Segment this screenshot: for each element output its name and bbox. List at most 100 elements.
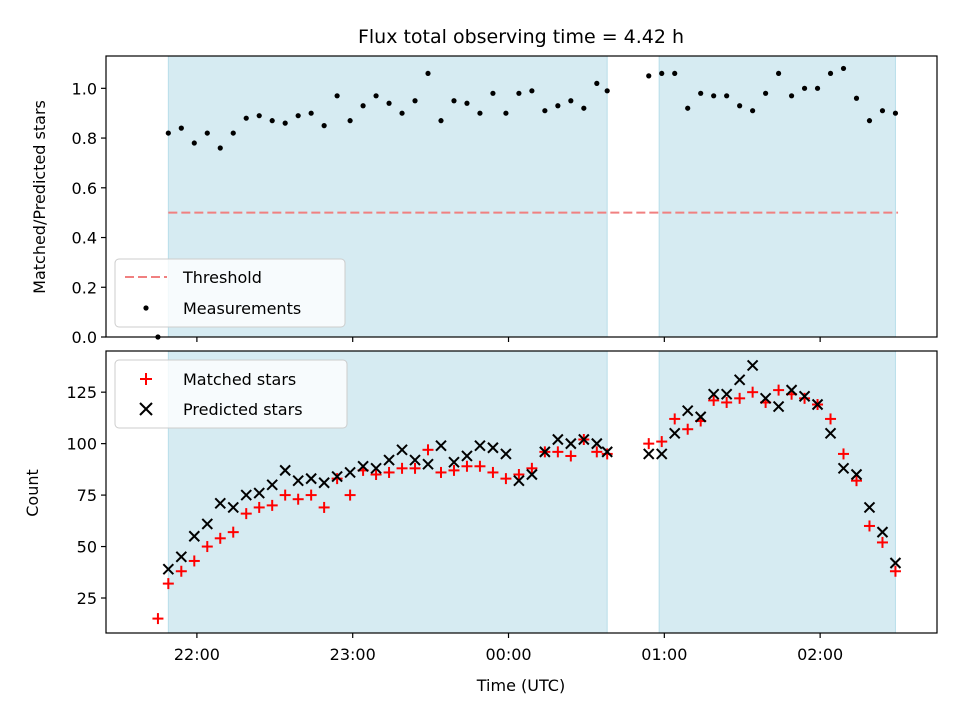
legend-matched-label: Matched stars: [183, 370, 296, 389]
measurement-point: [464, 100, 470, 106]
predicted-star-point: [876, 526, 889, 538]
measurement-point: [801, 85, 808, 91]
shaded-interval: [658, 350, 896, 634]
predicted-star-point: [448, 456, 460, 468]
matched-star-point: [721, 396, 733, 408]
top-y-axis-title: Matched/Predicted stars: [30, 100, 49, 294]
measurement-point: [243, 115, 249, 121]
x-tick-label: 22:00: [174, 645, 220, 664]
measurement-point: [412, 98, 418, 104]
measurement-point: [763, 90, 769, 96]
x-tick-label: 00:00: [485, 645, 531, 664]
predicted-star-point: [344, 466, 356, 479]
measurement-point: [866, 118, 873, 124]
predicted-star-point: [811, 398, 824, 411]
measurement-point: [788, 93, 795, 99]
matched-star-point: [474, 460, 486, 472]
matched-star-point: [214, 532, 226, 544]
predicted-star-point: [318, 477, 330, 489]
predicted-star-point: [461, 450, 473, 462]
matched-star-point: [331, 473, 343, 485]
matched-star-point: [850, 475, 862, 487]
predicted-star-point: [746, 359, 759, 372]
matched-star-point: [435, 466, 447, 478]
matched-star-point: [708, 394, 720, 406]
measurement-point: [282, 120, 288, 126]
matched-star-point: [175, 565, 187, 577]
x-tick-label: 02:00: [797, 645, 843, 664]
matched-star-point: [396, 462, 408, 474]
predicted-star-point: [601, 446, 613, 458]
predicted-star-point: [487, 442, 499, 454]
legend-predicted-swatch: [139, 402, 153, 416]
matched-star-point: [409, 462, 421, 474]
y-tick-label: 125: [66, 383, 97, 402]
legend-measurements-label: Measurements: [183, 299, 301, 318]
predicted-star-point: [188, 530, 201, 542]
predicted-star-point: [305, 472, 317, 485]
bottom-legend: Matched stars Predicted stars: [114, 359, 348, 429]
predicted-star-point: [500, 448, 512, 460]
matched-star-point: [227, 526, 239, 538]
predicted-star-point: [240, 489, 252, 501]
measurement-point: [321, 123, 327, 129]
bottom-panel: 25 50 75 100 125 22:00 23:00 00:00 01:00 02:00 C…: [23, 350, 938, 695]
predicted-star-point: [357, 460, 369, 472]
x-tick-label: 01:00: [641, 645, 687, 664]
predicted-star-point: [435, 439, 447, 452]
predicted-star-point: [552, 433, 564, 446]
measurement-point: [711, 93, 717, 99]
predicted-star-point: [669, 427, 681, 440]
measurement-point: [360, 103, 366, 109]
predicted-star-point: [863, 501, 876, 514]
predicted-star-point: [694, 411, 707, 423]
matched-star-point: [526, 462, 538, 474]
predicted-star-point: [253, 487, 265, 499]
matched-star-point: [253, 501, 265, 513]
measurement-point: [373, 93, 379, 99]
y-tick-label: 100: [66, 435, 97, 454]
measurement-point: [529, 88, 535, 94]
top-x-ticks: [196, 337, 821, 342]
matched-star-point: [656, 436, 668, 448]
matched-star-point: [370, 469, 382, 481]
predicted-star-point: [474, 439, 486, 452]
measurement-point: [737, 103, 743, 109]
measurement-point: [814, 85, 821, 91]
matched-star-point: [152, 613, 164, 625]
matched-star-point: [487, 466, 499, 478]
measurement-point: [451, 98, 457, 104]
predicted-star-point: [720, 388, 733, 400]
predicted-star-point: [656, 448, 668, 460]
measurement-point: [217, 145, 223, 151]
matched-star-point: [591, 446, 603, 458]
predicted-star-point: [798, 390, 811, 402]
measurement-point: [646, 73, 652, 79]
shaded-interval: [658, 55, 896, 338]
predicted-star-point: [162, 563, 175, 575]
measurement-point: [503, 110, 509, 116]
predicted-star-point: [824, 427, 837, 440]
predicted-star-point: [331, 470, 343, 483]
bottom-y-axis-title: Count: [23, 469, 42, 517]
predicted-star-point: [383, 454, 395, 466]
predicted-star-point: [759, 392, 772, 405]
y-tick-label: 75: [77, 486, 97, 505]
measurement-point: [775, 70, 782, 77]
measurement-point: [256, 113, 262, 119]
matched-star-point: [383, 466, 395, 478]
matched-star-point: [889, 565, 901, 577]
y-tick-label: 25: [77, 589, 97, 608]
y-tick-label: 0.0: [72, 328, 97, 347]
matched-star-point: [682, 423, 694, 435]
measurement-point: [230, 130, 236, 136]
top-legend-box: [114, 258, 346, 328]
matched-star-point: [643, 438, 655, 450]
matched-star-point: [773, 384, 785, 396]
top-y-ticks: 0.0 0.2 0.4 0.6 0.8 1.0: [72, 79, 106, 347]
predicted-star-point: [409, 454, 421, 466]
predicted-star-point: [266, 479, 278, 491]
measurement-point: [879, 108, 886, 114]
matched-star-point: [448, 464, 460, 476]
measurement-point: [204, 130, 210, 136]
